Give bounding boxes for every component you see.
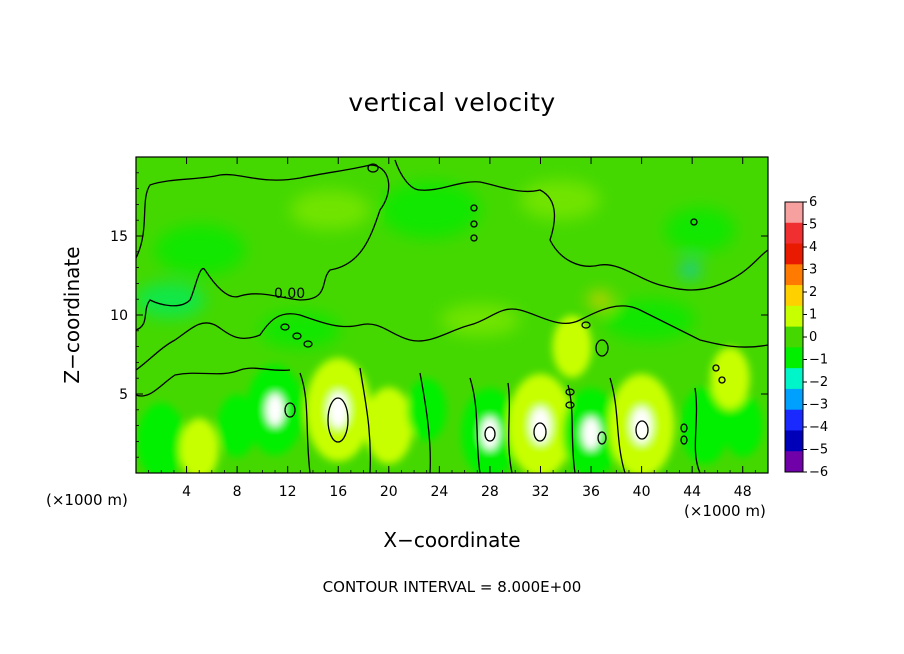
x-tick-label: 40 [633,484,651,500]
colorbar-label: 6 [809,195,817,210]
colorbar-label: −1 [809,353,828,368]
x-axis-ticks: 4 8 12 16 20 24 28 32 36 40 44 48 [148,157,756,500]
x-unit-right: (×1000 m) [684,502,766,520]
velocity-cell [710,347,750,410]
colorbar-swatch [785,368,803,390]
colorbar-swatch [785,388,803,411]
x-tick-label: 24 [430,484,448,500]
colorbar-swatch [785,305,803,328]
velocity-cell [137,403,186,473]
velocity-cell [507,373,574,473]
contour-label: 0.00 [274,286,305,302]
colorbar-swatch [785,202,803,224]
colorbar-label: 2 [809,285,817,300]
colorbar-swatch [785,451,803,473]
colorbar-label: 5 [809,218,817,233]
y-tick-label: 15 [110,229,128,245]
velocity-cell [608,373,675,473]
velocity-cells [137,315,763,473]
colorbar-label: −6 [809,465,828,480]
velocity-cell [723,394,763,457]
x-tick-label: 4 [182,484,191,500]
colorbar-label: −4 [809,420,828,435]
contour-interval-note: CONTOUR INTERVAL = 8.000E+00 [322,578,582,596]
velocity-cell [246,364,304,455]
colorbar-label: −3 [809,398,828,413]
colorbar-label: −2 [809,375,828,390]
velocity-cell [461,388,519,473]
colorbar: 6 5 4 3 2 1 0 −1 −2 −3 −4 −5 −6 [784,195,828,480]
x-tick-label: 48 [734,484,752,500]
y-tick-label: 5 [119,387,128,403]
velocity-cell [680,387,730,464]
colorbar-swatch [785,430,803,452]
colorbar-swatch [785,326,803,348]
velocity-cell [552,315,592,378]
colorbar-swatch [785,285,803,307]
x-tick-label: 28 [481,484,499,500]
y-axis-ticks: 5 10 15 [110,172,768,458]
x-tick-label: 44 [683,484,701,500]
colorbar-label: −5 [809,443,828,458]
x-tick-label: 16 [329,484,347,500]
velocity-cell [179,418,219,473]
colorbar-label: 3 [809,263,817,278]
colorbar-label: 4 [809,240,817,255]
x-unit-left: (×1000 m) [46,491,128,509]
velocity-cell [364,387,414,464]
velocity-cell [305,358,372,462]
colorbar-swatch [785,222,803,245]
colorbar-swatch [785,264,803,286]
y-tick-label: 10 [110,308,128,324]
velocity-cell [407,378,447,441]
velocity-cell [562,388,620,473]
x-tick-label: 12 [279,484,297,500]
x-tick-label: 32 [532,484,550,500]
x-axis-label: X−coordinate [383,528,521,552]
colorbar-swatch [785,347,803,369]
colorbar-label: 1 [809,308,817,323]
chart-title: vertical velocity [348,88,556,117]
upper-texture [136,180,735,348]
colorbar-swatch [785,409,803,431]
zero-contours [136,159,768,473]
field: 0.00 [136,157,768,473]
x-tick-label: 20 [380,484,398,500]
x-tick-label: 8 [233,484,242,500]
colorbar-swatch [785,243,803,265]
colorbar-label: 0 [809,330,817,345]
x-tick-label: 36 [582,484,600,500]
